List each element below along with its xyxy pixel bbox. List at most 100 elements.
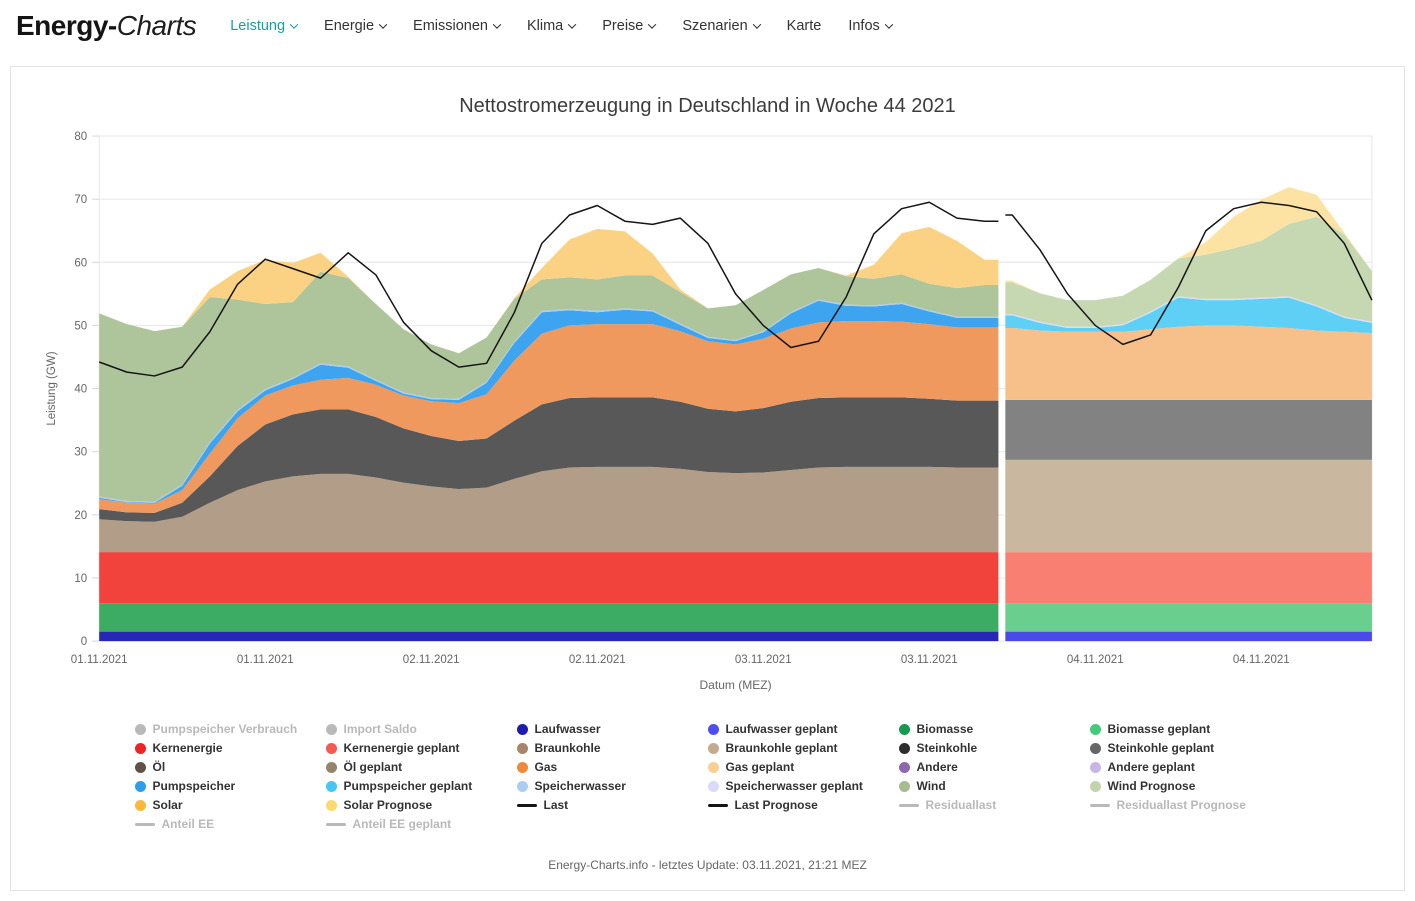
legend-dot xyxy=(134,742,146,754)
nav-item-emissionen[interactable]: Emissionen xyxy=(413,18,502,34)
svg-text:02.11.2021: 02.11.2021 xyxy=(569,654,626,666)
legend-item-anteil-ee[interactable]: Anteil EE xyxy=(134,816,326,832)
legend-label: Kernenergie xyxy=(152,741,223,756)
svg-text:01.11.2021: 01.11.2021 xyxy=(71,654,128,666)
legend-label: Speicherwasser geplant xyxy=(725,779,863,794)
legend-item-biomasse-geplant[interactable]: Biomasse geplant xyxy=(1089,721,1281,737)
legend-dot xyxy=(134,761,146,773)
legend-item-speicherwasser[interactable]: Speicherwasser xyxy=(516,778,708,794)
nav-item-szenarien[interactable]: Szenarien xyxy=(682,18,761,34)
svg-text:60: 60 xyxy=(74,257,87,269)
legend-label: Steinkohle xyxy=(916,741,978,756)
legend-item-braunkohle-geplant[interactable]: Braunkohle geplant xyxy=(707,740,899,756)
legend-label: Wind Prognose xyxy=(1107,779,1196,794)
legend-label: Andere geplant xyxy=(1107,760,1195,775)
chart-card: Nettostromerzeugung in Deutschland in Wo… xyxy=(10,66,1405,892)
svg-text:04.11.2021: 04.11.2021 xyxy=(1233,654,1290,666)
legend-dot xyxy=(707,780,719,792)
legend-dot xyxy=(1089,723,1101,735)
svg-text:20: 20 xyxy=(74,510,87,522)
legend-item-ol-geplant[interactable]: Öl geplant xyxy=(325,759,517,775)
legend-label: Braunkohle xyxy=(534,741,601,756)
nav-item-infos[interactable]: Infos xyxy=(848,18,894,34)
header: Energy-Charts Leistung Energie Emissionen K… xyxy=(0,0,1415,52)
legend-label: Pumpspeicher xyxy=(152,779,236,794)
legend-item-ol[interactable]: Öl xyxy=(134,759,326,775)
legend-label: Biomasse xyxy=(916,722,974,737)
legend-dot xyxy=(898,780,910,792)
legend-label: Solar Prognose xyxy=(343,798,433,813)
legend-item-steinkohle-geplant[interactable]: Steinkohle geplant xyxy=(1089,740,1281,756)
chevron-down-icon xyxy=(289,20,299,29)
svg-text:Leistung (GW): Leistung (GW) xyxy=(46,351,58,425)
logo[interactable]: Energy-Charts xyxy=(16,10,197,42)
legend-item-biomasse[interactable]: Biomasse xyxy=(898,721,1090,737)
legend-label: Residuallast Prognose xyxy=(1116,798,1246,813)
nav-item-label: Emissionen xyxy=(413,18,488,34)
legend-item-residuallast-prognose[interactable]: Residuallast Prognose xyxy=(1089,797,1281,813)
nav-item-label: Karte xyxy=(786,18,822,34)
legend-item-steinkohle[interactable]: Steinkohle xyxy=(898,740,1090,756)
legend-label: Biomasse geplant xyxy=(1107,722,1211,737)
legend-dot xyxy=(134,723,146,735)
legend-item-gas-geplant[interactable]: Gas geplant xyxy=(707,759,899,775)
legend-line-symbol xyxy=(325,823,346,826)
legend-dot xyxy=(898,761,910,773)
legend-dot xyxy=(707,742,719,754)
nav-item-preise[interactable]: Preise xyxy=(602,18,657,34)
legend-dot xyxy=(516,723,528,735)
legend-item-kernenergie[interactable]: Kernenergie xyxy=(134,740,326,756)
nav-item-label: Energie xyxy=(324,18,375,34)
legend-item-gas[interactable]: Gas xyxy=(516,759,708,775)
nav-item-label: Infos xyxy=(848,18,880,34)
legend-item-residuallast[interactable]: Residuallast xyxy=(898,797,1090,813)
legend-item-solar[interactable]: Solar xyxy=(134,797,326,813)
legend-dot xyxy=(1089,742,1101,754)
legend-label: Pumpspeicher geplant xyxy=(343,779,473,794)
legend-dot xyxy=(325,780,337,792)
legend-label: Gas xyxy=(534,760,558,775)
nav-item-leistung[interactable]: Leistung xyxy=(230,18,299,34)
svg-text:01.11.2021: 01.11.2021 xyxy=(237,654,294,666)
legend-item-solar-prognose[interactable]: Solar Prognose xyxy=(325,797,517,813)
legend-dot xyxy=(325,723,337,735)
nav-item-label: Szenarien xyxy=(682,18,748,34)
legend-item-pumpspeicher-verbrauch[interactable]: Pumpspeicher Verbrauch xyxy=(134,721,326,737)
chevron-down-icon xyxy=(378,20,388,29)
legend-item-andere-geplant[interactable]: Andere geplant xyxy=(1089,759,1281,775)
legend-label: Anteil EE geplant xyxy=(352,817,452,832)
chevron-down-icon xyxy=(492,20,502,29)
legend-label: Solar xyxy=(152,798,183,813)
legend-item-pumpspeicher-geplant[interactable]: Pumpspeicher geplant xyxy=(325,778,517,794)
nav-item-karte[interactable]: Karte xyxy=(787,18,822,34)
legend-dot xyxy=(134,799,146,811)
legend-item-laufwasser[interactable]: Laufwasser xyxy=(516,721,708,737)
legend-item-wind[interactable]: Wind xyxy=(898,778,1090,794)
legend-label: Kernenergie geplant xyxy=(343,741,460,756)
legend-item-andere[interactable]: Andere xyxy=(898,759,1090,775)
svg-text:50: 50 xyxy=(74,320,87,332)
legend-item-last[interactable]: Last xyxy=(516,797,708,813)
legend-item-pumpspeicher[interactable]: Pumpspeicher xyxy=(134,778,326,794)
legend-dot xyxy=(516,761,528,773)
nav-item-label: Preise xyxy=(602,18,644,34)
legend-item-speicherwasser-geplant[interactable]: Speicherwasser geplant xyxy=(707,778,899,794)
nav-item-klima[interactable]: Klima xyxy=(526,18,577,34)
svg-text:40: 40 xyxy=(74,384,87,396)
chart-canvas: 0 10 20 30 40 50 60 70 80 01.11.2021 01.11.2021 02.… xyxy=(11,122,1404,715)
svg-text:04.11.2021: 04.11.2021 xyxy=(1067,654,1124,666)
nav-item-label: Leistung xyxy=(230,18,286,34)
legend-item-wind-prognose[interactable]: Wind Prognose xyxy=(1089,778,1281,794)
legend-item-laufwasser-geplant[interactable]: Laufwasser geplant xyxy=(707,721,899,737)
legend-item-kernenergie-geplant[interactable]: Kernenergie geplant xyxy=(325,740,517,756)
legend-item-braunkohle[interactable]: Braunkohle xyxy=(516,740,708,756)
logo-secondary: Charts xyxy=(116,10,197,41)
legend-item-last-prognose[interactable]: Last Prognose xyxy=(707,797,899,813)
nav-item-energie[interactable]: Energie xyxy=(324,18,388,34)
legend-line-symbol xyxy=(1089,804,1110,807)
legend-label: Gas geplant xyxy=(725,760,795,775)
legend-label: Anteil EE xyxy=(161,817,215,832)
nav-item-label: Klima xyxy=(526,18,564,34)
legend-item-anteil-ee-geplant[interactable]: Anteil EE geplant xyxy=(325,816,517,832)
legend-item-import-saldo[interactable]: Import Saldo xyxy=(325,721,517,737)
